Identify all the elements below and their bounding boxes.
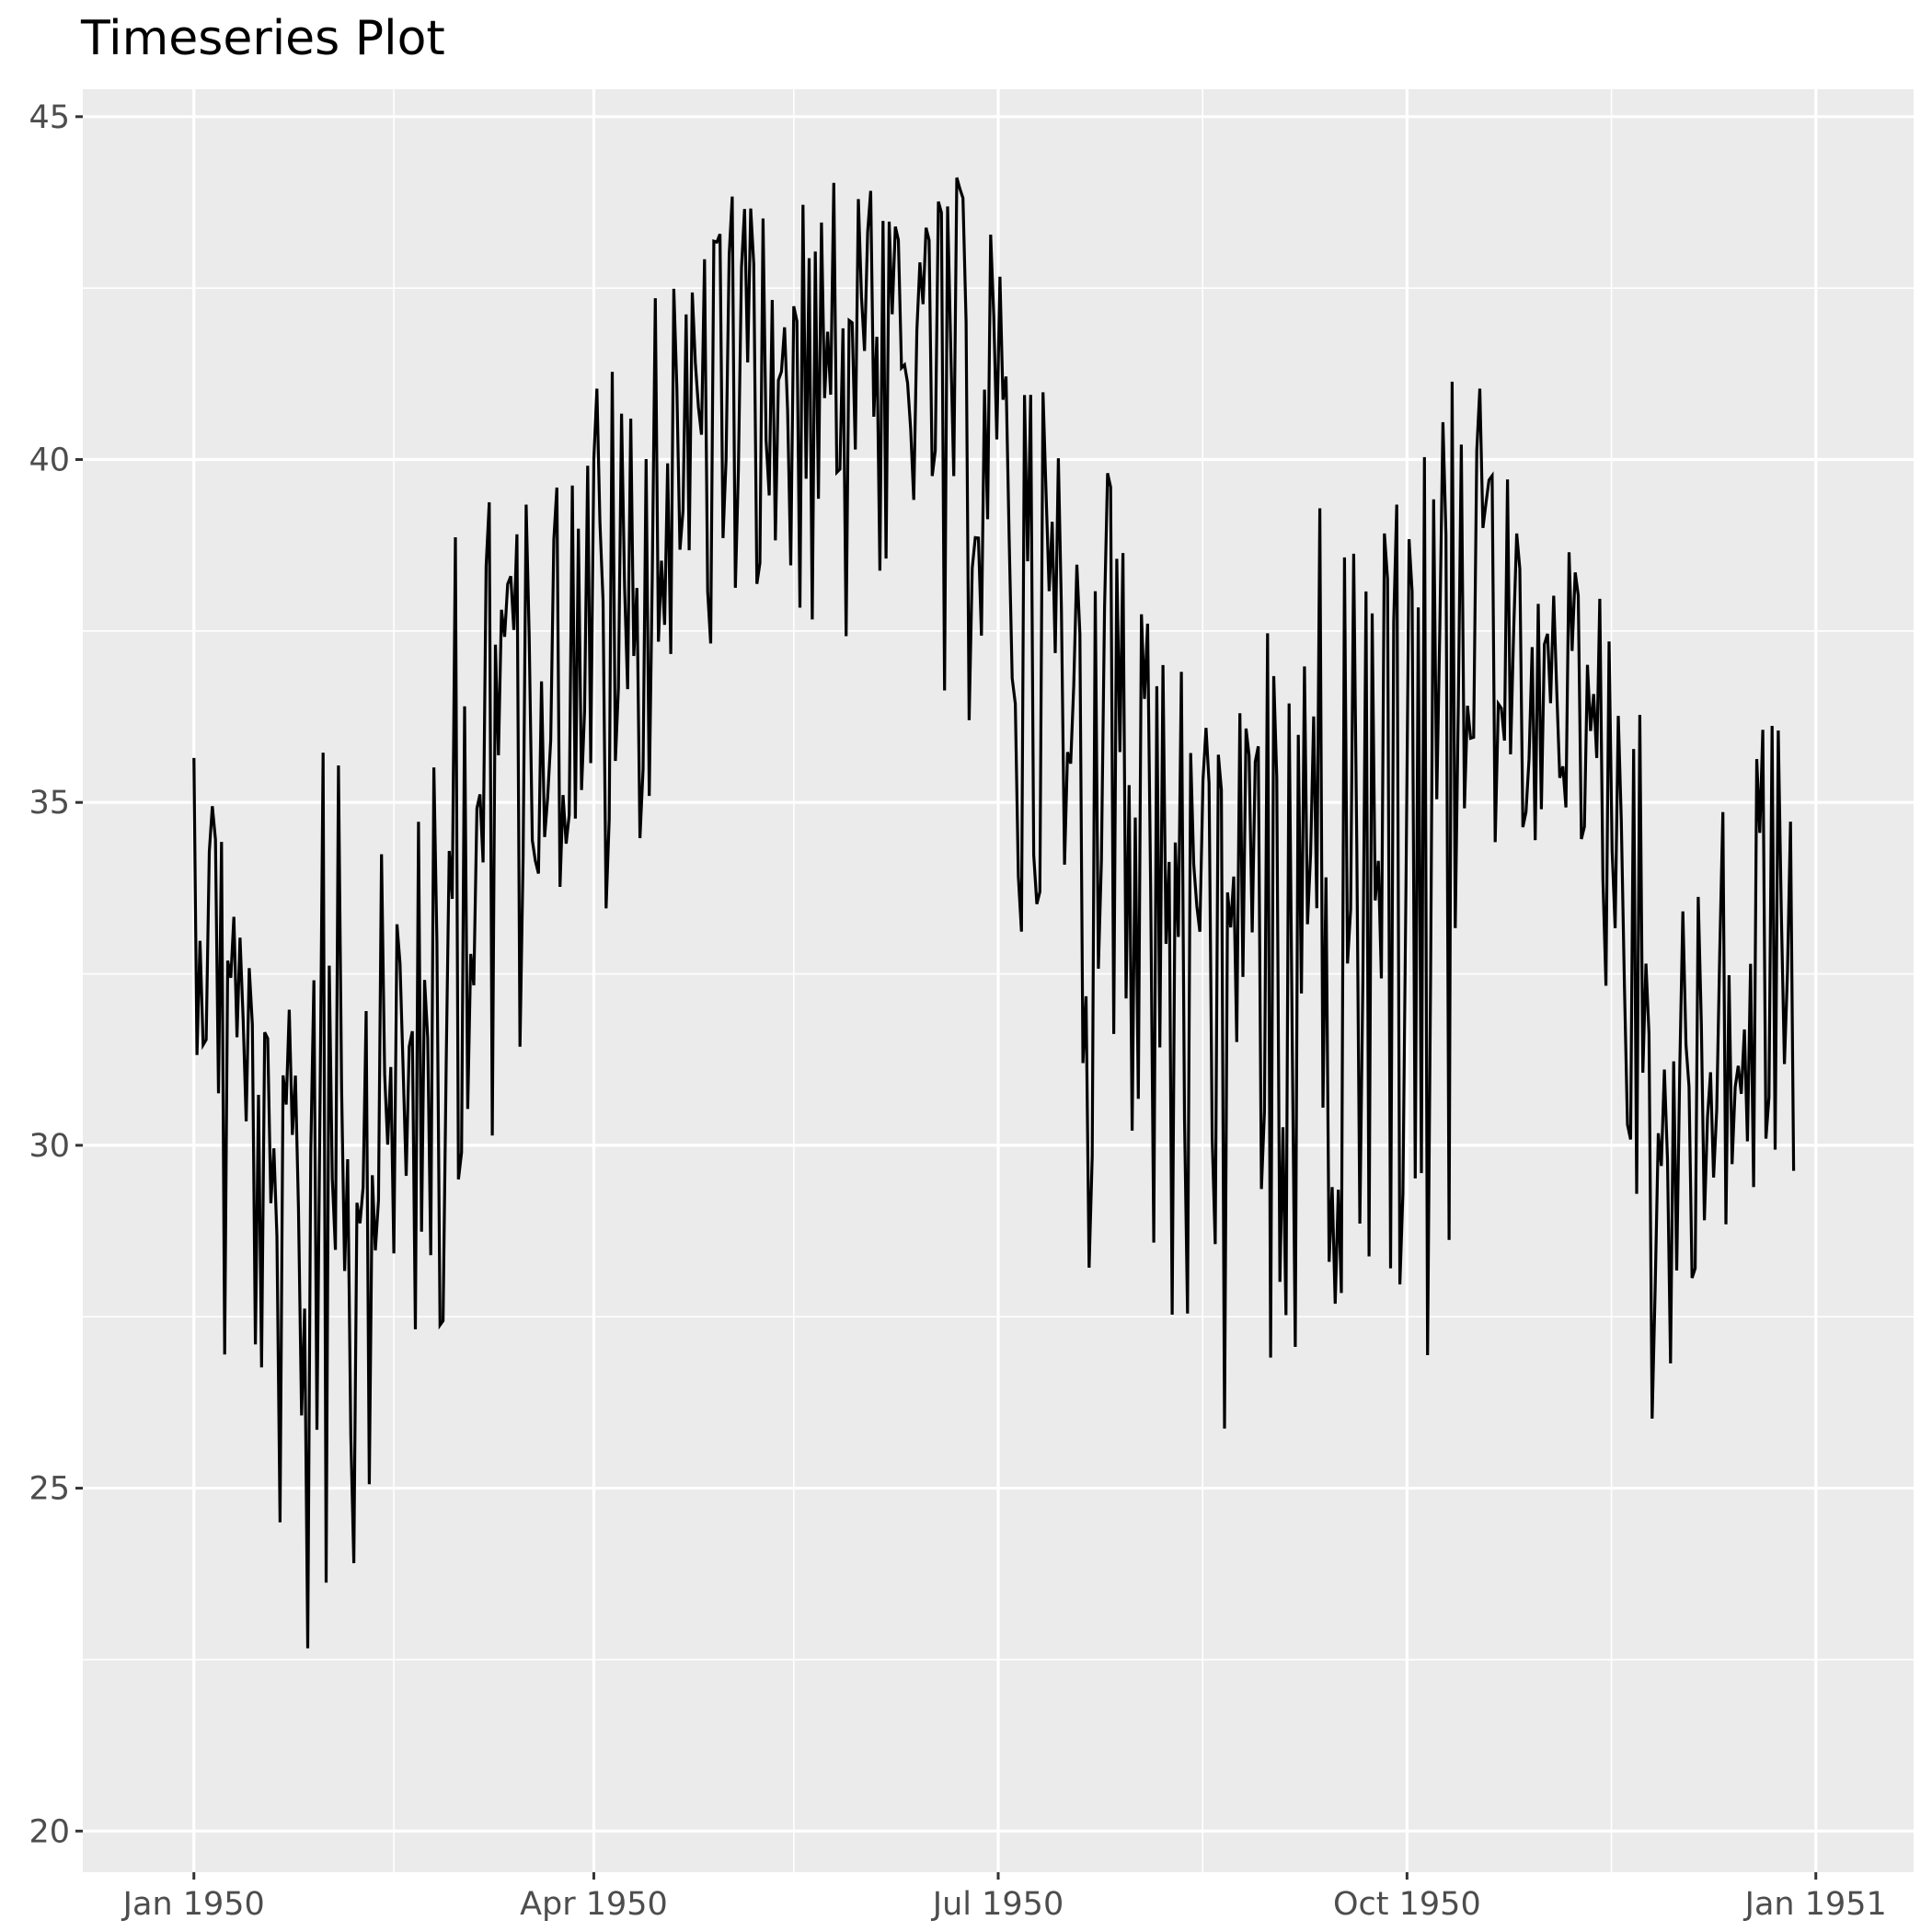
x-tick-label: Jan 1950 <box>121 1886 265 1923</box>
y-tick-label: 30 <box>29 1128 70 1165</box>
y-tick-label: 45 <box>29 99 70 136</box>
axes: 20 25 30 35 40 45 Jan 1950 Apr 1950 Jul 1950 Oct … <box>29 99 1886 1923</box>
series-layer <box>192 177 1796 1649</box>
y-tick-label: 20 <box>29 1813 70 1850</box>
chart-title: Timeseries Plot <box>81 11 445 66</box>
x-tick-label: Jan 1951 <box>1743 1886 1887 1923</box>
x-tick-label: Apr 1950 <box>520 1886 668 1923</box>
timeseries-line <box>192 177 1796 1649</box>
y-tick-label: 25 <box>29 1471 70 1508</box>
x-tick-label: Jul 1950 <box>931 1886 1064 1923</box>
y-tick-label: 40 <box>29 443 70 479</box>
y-tick-label: 35 <box>29 785 70 822</box>
x-tick-label: Oct 1950 <box>1333 1886 1481 1923</box>
